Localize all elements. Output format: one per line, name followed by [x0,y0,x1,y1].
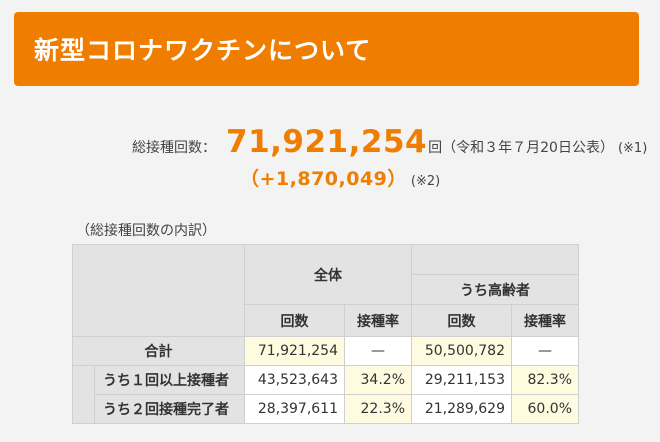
row-label: うち２回接種完了者 [94,394,245,424]
elderly-count: 50,500,782 [411,336,512,366]
all-count: 43,523,643 [244,365,345,395]
vaccination-summary: 総接種回数： 71,921,254 回 （令和３年７月20日公表） (※1) （… [132,124,647,190]
total-label: 総接種回数： [132,140,216,156]
table-row: うち１回以上接種者 43,523,643 34.2% 29,211,153 82… [72,365,579,395]
all-count: 71,921,254 [244,336,345,366]
daily-increase: （+1,870,049） [240,168,407,190]
table-row: うち２回接種完了者 28,397,611 22.3% 21,289,629 60… [72,394,579,424]
breakdown-table: 全体 うち高齢者 回数 接種率 回数 接種率 合計 71,921,254 — 5… [72,244,579,424]
diff-line: （+1,870,049） (※2) [240,164,440,191]
row-label: うち１回以上接種者 [94,365,245,395]
col-all-count: 回数 [244,304,345,337]
breakdown-title: （総接種回数の内訳） [76,223,216,239]
row-indent [72,394,95,424]
elderly-count: 21,289,629 [411,394,512,424]
note-2: (※2) [410,174,441,189]
all-rate: 34.2% [344,365,412,395]
all-count: 28,397,611 [244,394,345,424]
published-date: （令和３年７月20日公表） [442,140,614,156]
table-corner [72,244,245,337]
elderly-rate: 60.0% [511,394,579,424]
page-banner: 新型コロナワクチンについて [14,12,639,86]
header-elderly: うち高齢者 [411,274,579,305]
elderly-rate: 82.3% [511,365,579,395]
col-elderly-rate: 接種率 [511,304,579,337]
col-elderly-count: 回数 [411,304,512,337]
row-label: 合計 [72,336,245,366]
total-line: 総接種回数： 71,921,254 回 （令和３年７月20日公表） (※1) [132,124,647,160]
row-indent [72,365,95,395]
all-rate: 22.3% [344,394,412,424]
all-rate: — [344,336,412,366]
page-title: 新型コロナワクチンについて [34,36,372,65]
col-all-rate: 接種率 [344,304,412,337]
elderly-count: 29,211,153 [411,365,512,395]
total-count: 71,921,254 [226,124,428,160]
table-row: 合計 71,921,254 — 50,500,782 — [72,336,579,366]
total-unit: 回 [428,140,443,156]
header-elderly-spacer [411,244,579,275]
header-all: 全体 [244,244,412,305]
elderly-rate: — [511,336,579,366]
note-1: (※1) [617,141,648,156]
